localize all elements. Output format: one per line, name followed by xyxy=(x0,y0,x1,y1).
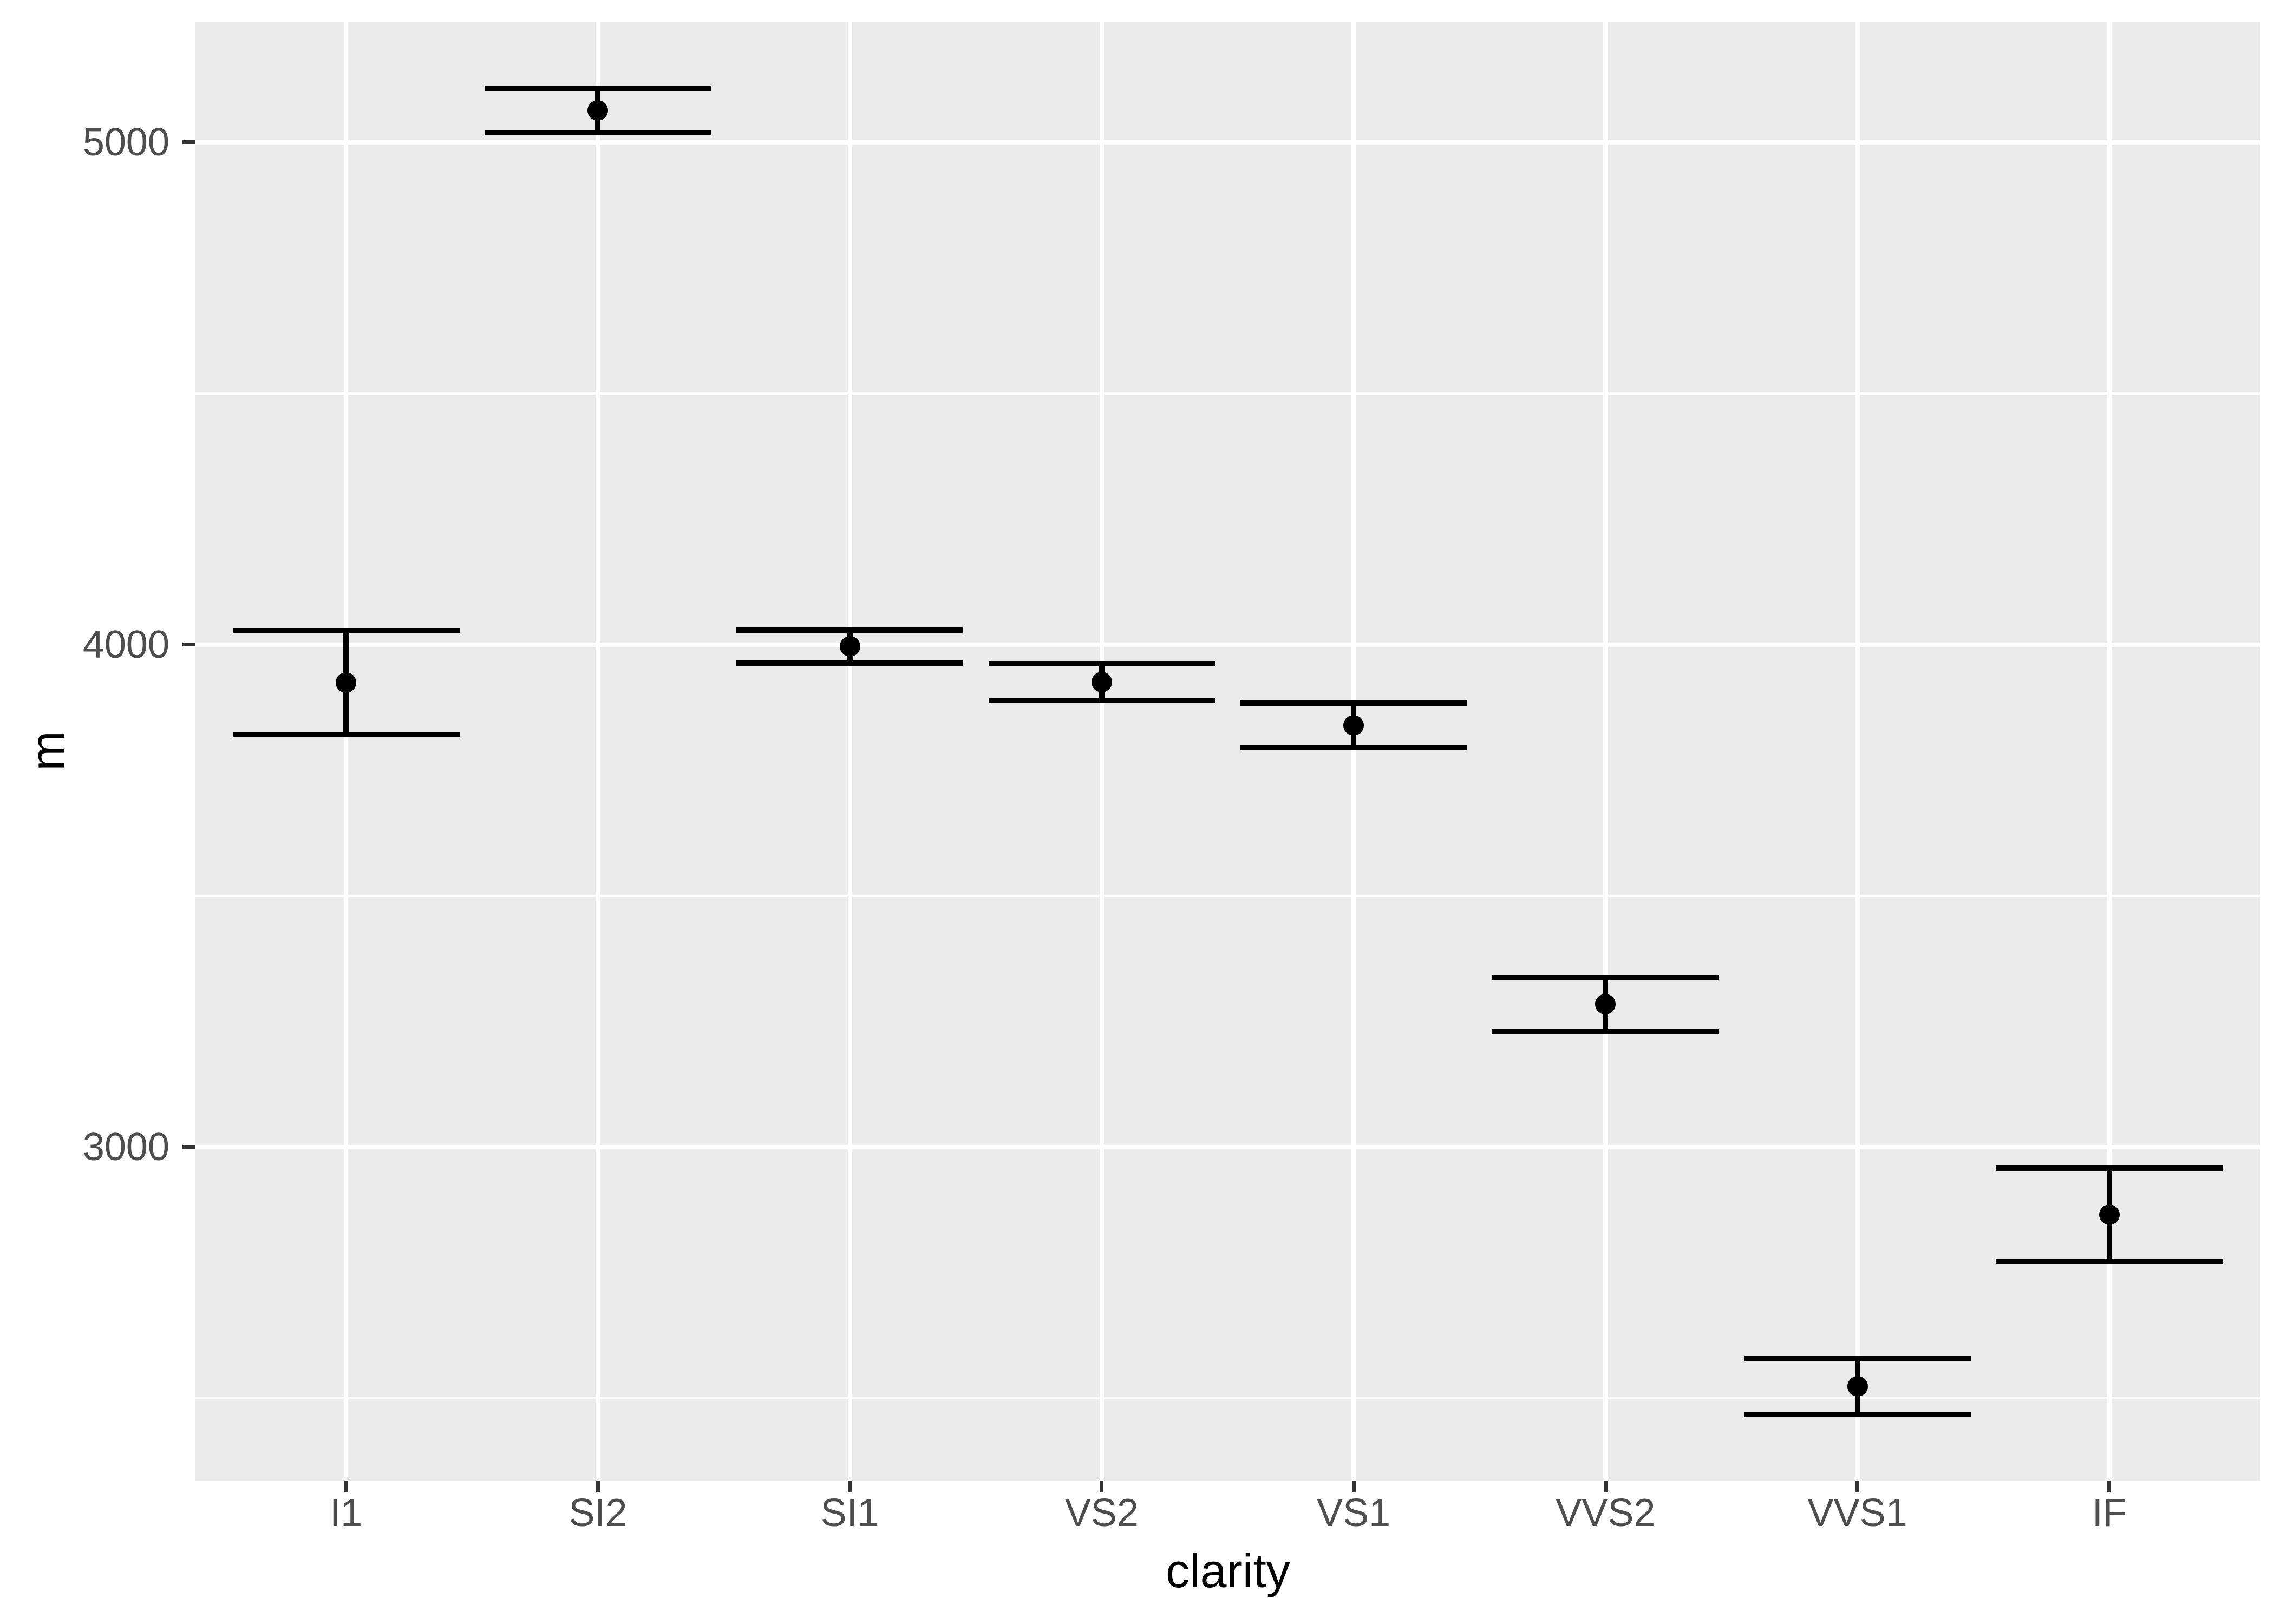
gridline-x-VS2 xyxy=(1099,22,1104,1481)
y-tick-4000 xyxy=(182,643,195,647)
errorbar-cap-lower xyxy=(988,698,1216,704)
point-marker xyxy=(587,100,609,121)
point-marker xyxy=(1091,672,1112,693)
x-tick-label-VS1: VS1 xyxy=(1317,1491,1391,1535)
gridline-x-I1 xyxy=(344,22,349,1481)
x-tick-SI1 xyxy=(848,1481,852,1492)
x-tick-label-SI2: SI2 xyxy=(568,1491,628,1535)
x-tick-label-SI1: SI1 xyxy=(820,1491,879,1535)
gridline-y-minor-3500 xyxy=(195,894,2260,897)
x-tick-label-VS2: VS2 xyxy=(1064,1491,1139,1535)
x-tick-VS2 xyxy=(1100,1481,1104,1492)
gridline-x-VVS2 xyxy=(1603,22,1608,1481)
point-marker xyxy=(1847,1376,1868,1397)
gridline-x-SI2 xyxy=(596,22,600,1481)
errorbar-cap-lower xyxy=(1744,1411,1971,1417)
x-tick-VVS2 xyxy=(1603,1481,1608,1492)
y-axis-title: m xyxy=(21,731,74,771)
x-tick-I1 xyxy=(344,1481,348,1492)
y-tick-5000 xyxy=(182,140,195,145)
x-tick-SI2 xyxy=(596,1481,600,1492)
x-tick-label-VVS2: VVS2 xyxy=(1556,1491,1656,1535)
errorbar-cap-lower xyxy=(485,130,711,136)
y-tick-label-4000: 4000 xyxy=(82,623,169,666)
x-tick-VS1 xyxy=(1351,1481,1356,1492)
x-axis-title: clarity xyxy=(1166,1544,1290,1597)
gridline-x-IF xyxy=(2107,22,2112,1481)
plot-panel xyxy=(195,22,2260,1481)
errorbar-cap-lower xyxy=(232,731,460,737)
x-tick-IF xyxy=(2107,1481,2112,1492)
y-tick-label-3000: 3000 xyxy=(82,1125,169,1169)
gridline-x-VVS1 xyxy=(1855,22,1860,1481)
gridline-y-major-5000 xyxy=(195,140,2260,145)
x-tick-label-VVS1: VVS1 xyxy=(1807,1491,1907,1535)
point-marker xyxy=(2099,1204,2120,1226)
errorbar-cap-lower xyxy=(736,660,963,666)
point-marker xyxy=(1343,715,1364,736)
errorbar-cap-lower xyxy=(1240,744,1467,750)
y-tick-3000 xyxy=(182,1145,195,1149)
x-tick-VVS1 xyxy=(1855,1481,1860,1492)
x-tick-label-I1: I1 xyxy=(330,1491,363,1535)
gridline-y-minor-4500 xyxy=(195,392,2260,395)
gridline-y-minor-2500 xyxy=(195,1397,2260,1399)
errorbar-cap-lower xyxy=(1996,1259,2223,1265)
point-marker xyxy=(336,672,357,693)
gridline-y-major-3000 xyxy=(195,1144,2260,1149)
errorbar-cap-lower xyxy=(1492,1029,1719,1034)
point-marker xyxy=(839,636,860,657)
y-tick-label-5000: 5000 xyxy=(82,120,169,164)
gridline-y-major-4000 xyxy=(195,642,2260,647)
x-tick-label-IF: IF xyxy=(2092,1491,2127,1535)
point-marker xyxy=(1595,994,1616,1015)
gridline-x-VS1 xyxy=(1351,22,1356,1481)
gridline-x-SI1 xyxy=(847,22,852,1481)
